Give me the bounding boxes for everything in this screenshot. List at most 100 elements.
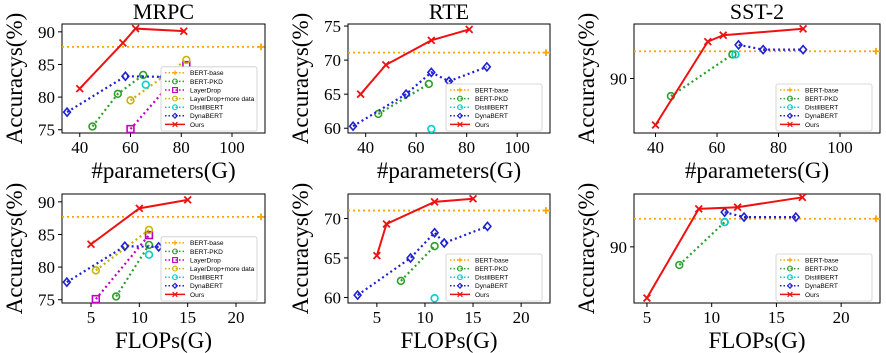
series-bert-pkd [111, 240, 154, 301]
legend-marker-layerdrop [172, 257, 178, 263]
chart-panel-1: 40 60 80 100 75 80 85 90 MRPC #parameters(G) Accur… [2, 0, 266, 183]
series-distillbert [144, 250, 154, 259]
axis-ticks: 5 10 15 20 75 80 85 90 [38, 193, 245, 327]
x-tick-label: 40 [647, 138, 664, 157]
legend-label-distillbert: DistillBERT [190, 275, 223, 282]
y-tick-label: 75 [38, 121, 55, 140]
legend-marker-ours [172, 291, 178, 298]
legend-label-bert-pkd: BERT-PKD [190, 79, 223, 86]
series-line-bert-pkd [670, 53, 734, 98]
legend-label-bert-pkd: BERT-PKD [475, 96, 508, 103]
data-point-dynabert [483, 221, 492, 232]
plot-frame [347, 193, 551, 304]
legend-label-dynabert: DynaBERT [190, 113, 223, 120]
legend-marker-bert-pkd [787, 95, 793, 102]
x-tick-label: 5 [87, 308, 96, 327]
baseline-marker-bert-base [872, 47, 880, 55]
legend-marker-distillbert [457, 104, 463, 111]
y-tick-label: 60 [324, 288, 341, 307]
legend-marker-distillbert [787, 104, 793, 111]
data-point-ours [733, 203, 742, 212]
legend-marker-dynabert [786, 112, 794, 119]
legend-label-layerdrop-more-data: LayerDrop+more data [190, 266, 255, 273]
series-ours [75, 24, 188, 93]
y-axis-label: Accuracys(%) [574, 13, 599, 145]
axis-ticks: 5 10 15 20 90 [610, 238, 850, 327]
legend-label-layerdrop: LayerDrop [190, 87, 221, 94]
data-point-ours [86, 240, 96, 249]
data-point-ours [642, 294, 651, 303]
legend-marker-distillbert [172, 104, 178, 111]
y-axis-label: Accuracys(%) [288, 183, 313, 315]
legend-label-bert-pkd: BERT-PKD [805, 96, 838, 103]
data-point-ours [135, 204, 144, 213]
data-point-ours [798, 194, 807, 202]
data-point-ours [179, 27, 188, 36]
y-tick-label: 90 [38, 23, 55, 42]
x-axis-label: #parameters(G) [91, 158, 235, 183]
series-distillbert [720, 217, 729, 227]
x-tick-label: 60 [709, 138, 726, 157]
data-point-ours [469, 194, 478, 203]
legend-marker-bert-pkd [457, 95, 463, 102]
x-tick-label: 10 [703, 308, 720, 327]
data-point-ours [183, 195, 192, 204]
y-axis-label: Accuracys(%) [574, 183, 599, 315]
legend-label-bert-base: BERT-base [475, 87, 509, 94]
legend-box [775, 83, 873, 132]
chart-title: MRPC [133, 0, 194, 24]
y-tick-label: 75 [38, 291, 55, 310]
series-distillbert [427, 124, 436, 133]
data-point-ours [430, 197, 439, 206]
data-point-distillbert [427, 124, 436, 133]
series-line-bert-pkd [115, 244, 150, 298]
legend-label-bert-base: BERT-base [475, 257, 509, 264]
data-point-distillbert [144, 250, 154, 259]
data-point-distillbert [141, 80, 150, 89]
legend-marker-bert-base [172, 70, 178, 76]
series-bert-pkd [675, 217, 729, 270]
legend-label-dynabert: DynaBERT [475, 113, 508, 120]
legend-marker-bert-pkd [172, 78, 178, 85]
data-point-bert-pkd [113, 89, 123, 99]
y-tick-label: 90 [38, 193, 55, 212]
series-line-ours [646, 196, 803, 299]
data-point-layerdrop [144, 230, 154, 240]
chart-title: RTE [429, 0, 469, 24]
y-tick-label: 60 [324, 119, 341, 138]
legend-marker-ours [457, 121, 463, 128]
axis-ticks: 40 60 80 100 60 65 70 75 [324, 17, 530, 157]
series-line-layerdrop [94, 234, 150, 300]
data-point-bert-pkd [88, 122, 97, 131]
chart-panel-3: 40 60 80 100 90 SST-2 #parameters(G) Accuracys(… [574, 0, 881, 183]
x-tick-label: 15 [465, 308, 482, 327]
legend-label-ours: Ours [805, 292, 820, 299]
data-point-layerdrop-more-data [91, 266, 101, 275]
data-layer [348, 194, 550, 303]
x-tick-label: 15 [179, 308, 196, 327]
y-tick-label: 80 [38, 88, 55, 107]
data-point-dynabert [739, 211, 749, 223]
x-axis-label: #parameters(G) [377, 158, 521, 183]
legend-marker-layerdrop [172, 87, 178, 93]
legend-marker-ours [457, 291, 463, 298]
baseline-marker-bert-base [257, 43, 265, 51]
data-point-ours [75, 84, 84, 93]
plot-frame [347, 23, 551, 134]
series-distillbert [141, 80, 150, 89]
legend-marker-bert-pkd [457, 265, 463, 272]
legend-label-ours: Ours [190, 122, 205, 129]
series-ours [651, 24, 808, 130]
series-bert-pkd [88, 70, 148, 131]
series-layerdrop-more-data [126, 55, 191, 105]
plot-frame [61, 23, 266, 134]
y-axis-label: Accuracys(%) [288, 13, 313, 145]
y-tick-label: 85 [38, 225, 55, 244]
chart-panel-2: 40 60 80 100 60 65 70 75 RTE #parameters(G) Accura… [288, 0, 551, 183]
legend-label-dynabert: DynaBERT [190, 283, 223, 290]
legend-label-bert-base: BERT-base [805, 87, 839, 94]
legend-label-distillbert: DistillBERT [190, 105, 223, 112]
legend-label-layerdrop-more-data: LayerDrop+more data [190, 96, 255, 103]
